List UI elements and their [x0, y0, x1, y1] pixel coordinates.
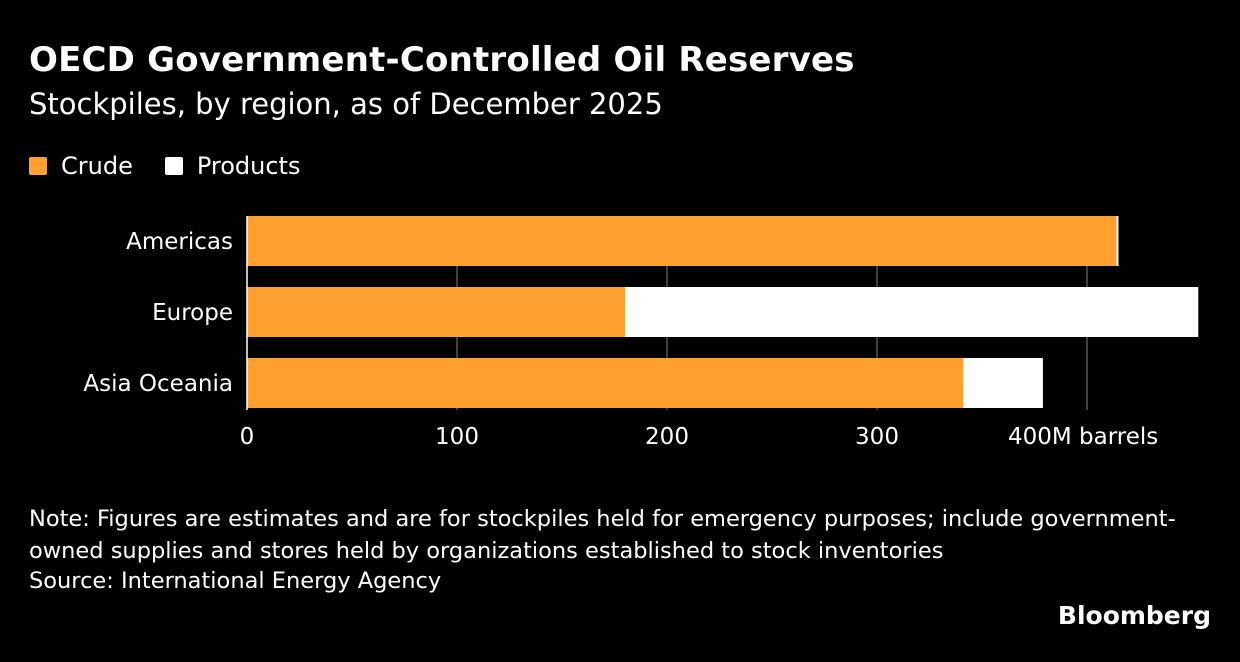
legend-swatch-products [164, 157, 183, 175]
legend: Crude Products [29, 150, 332, 182]
chart-subtitle: Stockpiles, by region, as of December 20… [29, 87, 663, 121]
bloomberg-logo: Bloomberg [1057, 601, 1211, 630]
x-tick-label-400: 400M barrels [1008, 424, 1158, 450]
bar-asia-oceania-products [963, 358, 1043, 408]
legend-swatch-crude [29, 157, 47, 175]
bar-americas-products [1116, 216, 1119, 266]
x-tick-label-200: 200 [645, 424, 689, 450]
category-label-asia-oceania: Asia Oceania [83, 371, 233, 397]
x-tick-label-100: 100 [435, 424, 479, 450]
legend-item-products: Products [164, 152, 301, 180]
chart-note: Note: Figures are estimates and are for … [29, 506, 1176, 564]
legend-label-crude: Crude [61, 152, 133, 180]
bar-europe-crude [247, 287, 625, 337]
x-tick-label-0: 0 [240, 424, 255, 450]
legend-item-crude: Crude [29, 152, 133, 180]
bar-asia-oceania-crude [247, 358, 964, 408]
bar-europe-products [625, 287, 1199, 337]
legend-label-products: Products [196, 152, 301, 180]
category-label-europe: Europe [152, 300, 233, 326]
chart-source: Source: International Energy Agency [29, 568, 442, 594]
x-tick-label-300: 300 [855, 424, 899, 450]
bar-americas-crude [247, 216, 1117, 266]
bar-chart: Americas Europe Asia Oceania 0 100 200 300 400M… [83, 216, 1199, 450]
chart-title: OECD Government-Controlled Oil Reserves [29, 40, 855, 80]
category-label-americas: Americas [126, 229, 233, 255]
